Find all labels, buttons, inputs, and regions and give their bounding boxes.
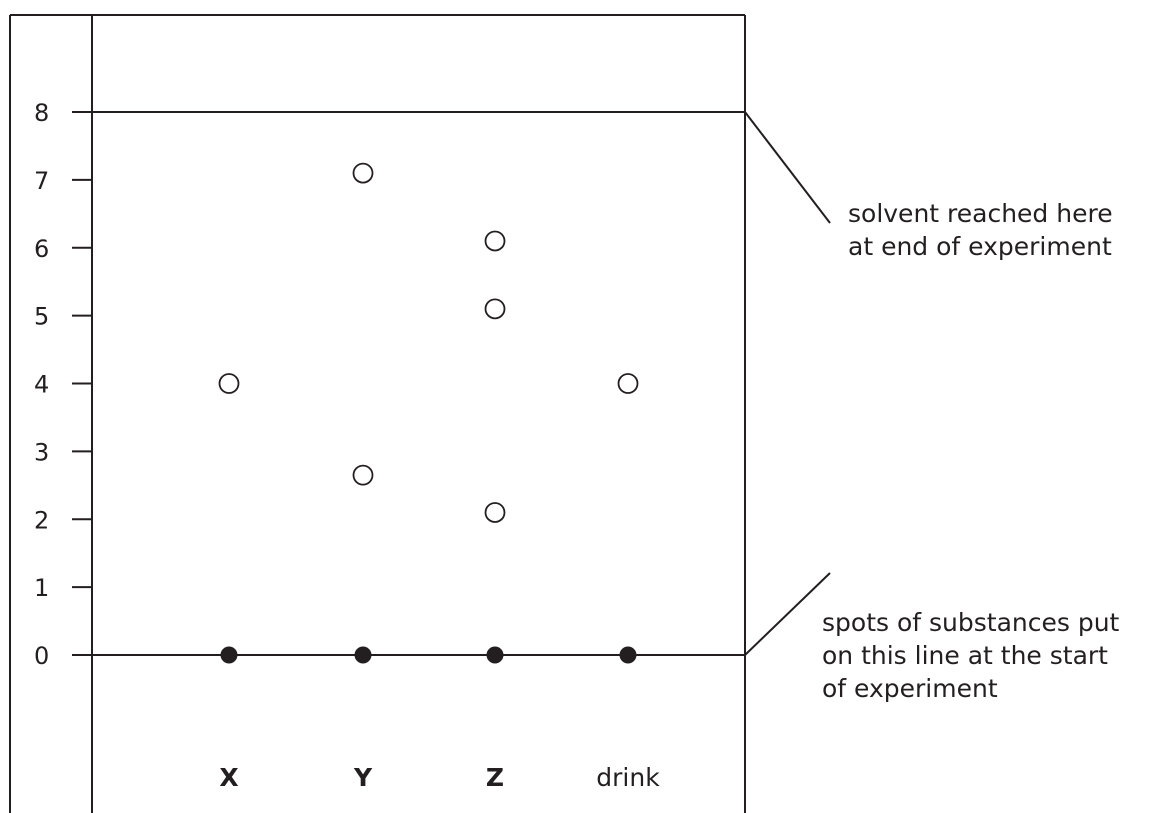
chromatography-paper [9, 14, 746, 813]
lane-label: Z [486, 763, 504, 792]
start-line-annotation: of experiment [822, 674, 998, 703]
final-spot [484, 230, 506, 252]
lane-label: drink [596, 763, 660, 792]
spots [218, 162, 639, 664]
y-tick-label: 2 [34, 506, 49, 534]
final-spot [617, 373, 639, 394]
y-tick-label: 0 [34, 642, 49, 670]
final-spot [484, 502, 506, 523]
y-tick-label: 3 [34, 438, 49, 466]
y-axis-ticks: 0 1 2 3 4 5 6 7 8 [34, 99, 92, 670]
y-tick-label: 4 [34, 371, 49, 399]
y-tick-label: 1 [34, 574, 49, 602]
final-spot [484, 298, 506, 320]
annotations: solvent reached here at end of experiment… [822, 199, 1120, 703]
start-spot [354, 646, 372, 664]
y-tick-label: 6 [34, 235, 49, 263]
start-spot [220, 646, 238, 664]
start-line-leader-line [744, 572, 831, 656]
final-spot [218, 373, 240, 394]
start-spot [619, 646, 637, 664]
lane-label: X [219, 763, 238, 792]
final-spot [352, 162, 374, 184]
y-tick-label: 5 [34, 303, 49, 331]
final-spot [352, 464, 374, 486]
reference-lines [92, 111, 831, 656]
solvent-front-leader-line [744, 111, 831, 224]
lane-label: Y [353, 763, 373, 792]
solvent-front-annotation: at end of experiment [848, 232, 1112, 261]
start-line-annotation: spots of substances put [822, 608, 1120, 637]
start-spot [486, 646, 504, 664]
start-line-annotation: on this line at the start [822, 641, 1108, 670]
solvent-front-annotation: solvent reached here [848, 199, 1113, 228]
y-tick-label: 7 [34, 167, 49, 195]
y-tick-label: 8 [34, 99, 49, 127]
